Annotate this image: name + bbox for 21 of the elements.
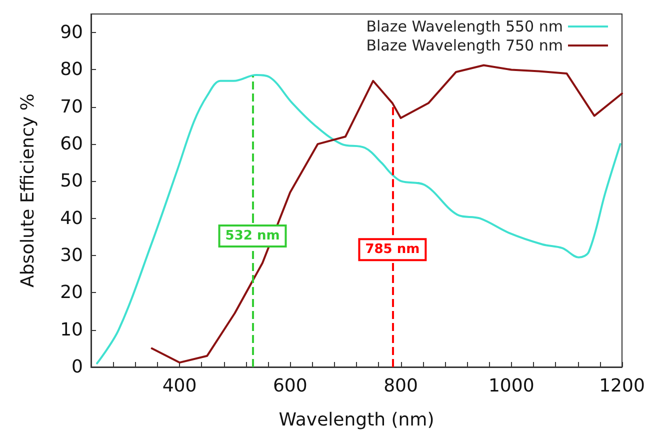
y-tick-label: 10 [60, 319, 83, 340]
ref-line-label: 532 nm [225, 228, 280, 244]
x-tick-label: 1200 [599, 376, 645, 396]
y-tick-label: 90 [60, 22, 83, 44]
y-axis-title: Absolute Efficiency % [18, 94, 38, 288]
x-tick-label: 600 [272, 376, 308, 396]
ref-line-label: 785 nm [365, 242, 420, 258]
y-tick-label: 30 [60, 245, 83, 266]
y-tick-label: 80 [60, 59, 83, 80]
x-tick-label: 800 [384, 376, 418, 396]
x-axis-title: Wavelength (nm) [278, 410, 434, 430]
x-tick-label: 1000 [488, 376, 534, 396]
y-tick-label: 50 [60, 170, 83, 192]
legend-label: Blaze Wavelength 550 nm [366, 18, 563, 36]
y-tick-label: 40 [60, 208, 83, 229]
y-tick-label: 0 [72, 356, 83, 378]
legend-label: Blaze Wavelength 750 nm [366, 36, 563, 54]
y-tick-label: 70 [60, 96, 83, 118]
y-tick-label: 20 [60, 282, 83, 304]
y-tick-label: 60 [60, 134, 83, 155]
x-tick-label: 400 [162, 376, 197, 396]
